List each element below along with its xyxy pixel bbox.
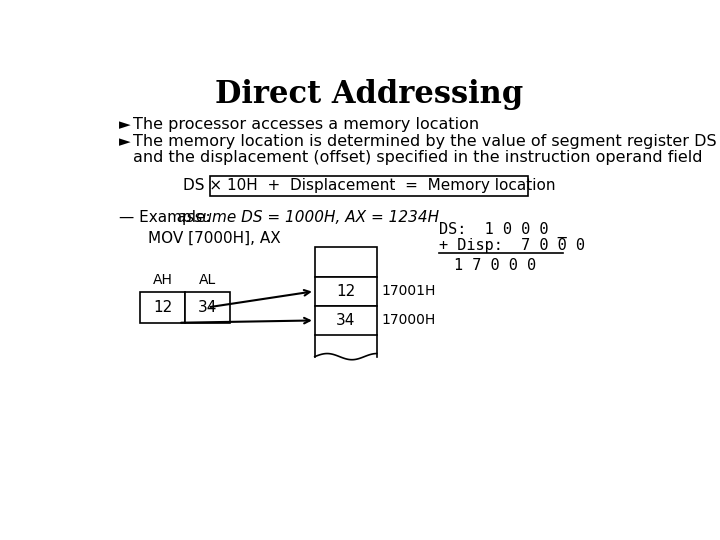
- Bar: [185, 292, 230, 323]
- Text: ►: ►: [120, 134, 131, 149]
- Text: 34: 34: [198, 300, 217, 315]
- Text: 1 7 0 0 0: 1 7 0 0 0: [454, 258, 536, 273]
- Bar: [140, 292, 185, 323]
- Text: Direct Addressing: Direct Addressing: [215, 78, 523, 110]
- Text: 17001H: 17001H: [382, 284, 436, 298]
- Text: DS × 10H  +  Displacement  =  Memory location: DS × 10H + Displacement = Memory locatio…: [183, 178, 555, 193]
- Text: The memory location is determined by the value of segment register DS: The memory location is determined by the…: [133, 134, 717, 149]
- Text: AH: AH: [153, 273, 173, 287]
- Text: MOV [7000H], AX: MOV [7000H], AX: [148, 231, 281, 246]
- Text: + Disp:  7 0 0 0: + Disp: 7 0 0 0: [438, 238, 585, 253]
- Text: The processor accesses a memory location: The processor accesses a memory location: [133, 117, 480, 132]
- Text: AL: AL: [199, 273, 217, 287]
- Bar: [315, 247, 377, 276]
- Bar: [210, 176, 528, 195]
- Text: and the displacement (offset) specified in the instruction operand field: and the displacement (offset) specified …: [133, 150, 703, 165]
- Bar: [315, 276, 377, 306]
- Text: 12: 12: [153, 300, 173, 315]
- Text: 12: 12: [336, 284, 356, 299]
- Text: — Example:: — Example:: [120, 210, 211, 225]
- Text: ►: ►: [120, 117, 131, 132]
- Text: DS:  1 0 0 0 _: DS: 1 0 0 0 _: [438, 222, 567, 239]
- Text: assume DS = 1000H, AX = 1234H: assume DS = 1000H, AX = 1234H: [177, 210, 439, 225]
- Text: 17000H: 17000H: [382, 313, 436, 327]
- Text: 34: 34: [336, 313, 356, 328]
- Bar: [315, 306, 377, 335]
